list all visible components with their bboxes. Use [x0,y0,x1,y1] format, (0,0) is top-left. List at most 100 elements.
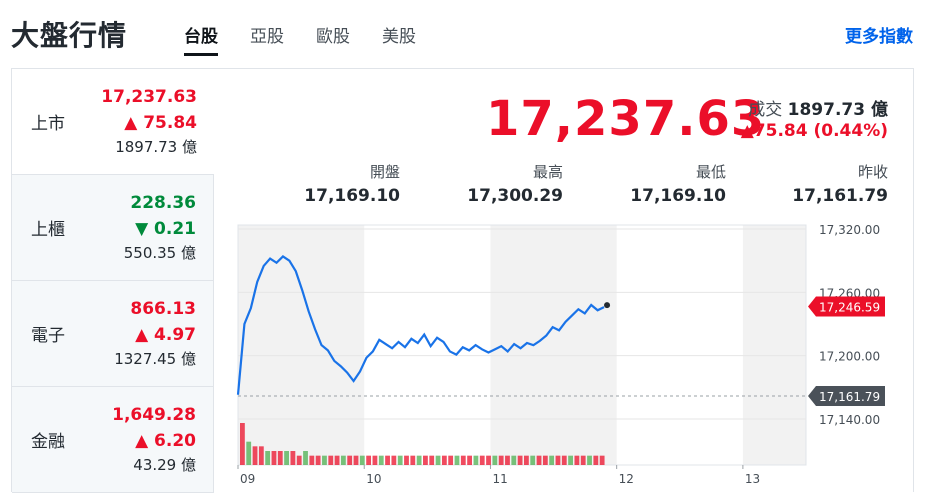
tab-us[interactable]: 美股 [382,27,416,47]
index-volume: 1327.45 億 [114,350,196,368]
volume-bar [441,455,447,465]
index-price: 17,237.63 [101,87,197,107]
volume-bar [271,451,277,465]
stat-value: 17,169.10 [630,186,726,206]
index-name: 金融 [31,432,65,452]
index-price: 1,649.28 [112,405,196,425]
volume-bar [435,455,441,465]
x-tick-label: 13 [745,472,760,486]
current-price-tag [808,296,885,317]
index-name: 上櫃 [31,220,65,240]
volume-bar [353,455,359,465]
stat-low: 最低 17,169.10 [566,161,726,206]
current-price-label: 17,246.59 [819,300,880,314]
volume-bar [524,455,529,465]
volume-bar [568,455,573,465]
tab-asia[interactable]: 亞股 [250,27,284,47]
trade-volume: 成交 1897.73 億 [748,95,888,120]
volume-bar [492,455,498,465]
prev-close-label: 17,161.79 [819,390,880,404]
volume-bar [372,455,378,465]
volume-bar [240,423,245,465]
volume-label: 成交 [748,100,783,120]
sidebar-item-listed[interactable]: 上市 17,237.63 ▲ 75.84 1897.73 億 [12,69,214,175]
volume-bar [385,455,390,465]
volume-bar [580,455,586,465]
x-tick-label: 10 [366,472,381,486]
volume-bar [467,455,473,465]
volume-bar [296,455,302,465]
stat-label: 最低 [695,163,726,181]
volume-bar [454,455,460,465]
volume-bar [511,455,517,465]
volume-bar [340,455,346,465]
volume-bar [599,455,605,465]
index-sidebar: 上市 17,237.63 ▲ 75.84 1897.73 億 上櫃 228.36… [12,69,214,493]
volume-bar [486,455,491,465]
x-tick-label: 09 [240,472,255,486]
volume-bar [460,455,466,465]
market-tabs: 台股 亞股 歐股 美股 [184,22,448,56]
volume-bar [555,455,561,465]
stat-value: 17,300.29 [467,186,563,206]
stat-label: 最高 [532,163,563,181]
chart-band [742,225,806,465]
volume-bar [448,455,454,465]
stat-high: 最高 17,300.29 [403,161,563,206]
volume-bar [530,455,536,465]
stat-prev-close: 昨收 17,161.79 [728,161,888,206]
volume-bar [423,455,428,465]
index-name: 上市 [31,114,65,134]
volume-bar [303,451,308,465]
index-price: 228.36 [130,193,196,213]
volume-bar [322,455,327,465]
index-change: ▼ 0.21 [135,219,196,239]
stat-label: 昨收 [857,163,888,181]
volume-bar [258,446,264,465]
volume-bar [334,455,340,465]
volume-bar [290,451,296,465]
volume-bar [517,455,523,465]
volume-bar [416,455,422,465]
chart-band [490,225,617,465]
volume-bar [347,455,353,465]
volume-bar [505,455,510,465]
index-change: ▲ 4.97 [135,325,196,345]
sidebar-item-electronics[interactable]: 電子 866.13 ▲ 4.97 1327.45 億 [12,281,214,387]
tab-europe[interactable]: 歐股 [316,27,350,47]
volume-bar [410,455,416,465]
index-change: ▲ 6.20 [135,431,196,451]
volume-bar [277,451,283,465]
index-volume: 1897.73 億 [115,138,197,156]
more-indices-link[interactable]: 更多指數 [845,27,913,47]
price-line [236,255,605,395]
volume-bar [429,455,435,465]
volume-bar [265,451,271,465]
volume-bar [561,455,567,465]
volume-value: 1897.73 億 [787,100,888,120]
sidebar-item-otc[interactable]: 上櫃 228.36 ▼ 0.21 550.35 億 [12,175,214,281]
volume-bar [366,455,372,465]
page-title: 大盤行情 [11,19,128,52]
index-name: 電子 [31,326,65,346]
index-change: ▲ 75.84 [124,113,197,133]
volume-bar [574,455,580,465]
x-tick-label: 11 [492,472,507,486]
tab-taiwan[interactable]: 台股 [184,22,218,56]
volume-bar [473,455,479,465]
volume-bar [542,455,548,465]
sidebar-item-finance[interactable]: 金融 1,649.28 ▲ 6.20 43.29 億 [12,387,214,493]
volume-bar [378,455,384,465]
header: 大盤行情 台股 亞股 歐股 美股 更多指數 [0,0,925,68]
stat-value: 17,161.79 [792,186,888,206]
chart-band [238,225,365,465]
volume-bar [549,455,555,465]
y-tick-label: 17,140.00 [819,413,880,427]
volume-bar [397,455,403,465]
volume-bar [252,446,258,465]
y-tick-label: 17,200.00 [819,350,880,364]
volume-bar [309,455,315,465]
volume-bar [404,455,409,465]
index-price: 866.13 [130,299,196,319]
